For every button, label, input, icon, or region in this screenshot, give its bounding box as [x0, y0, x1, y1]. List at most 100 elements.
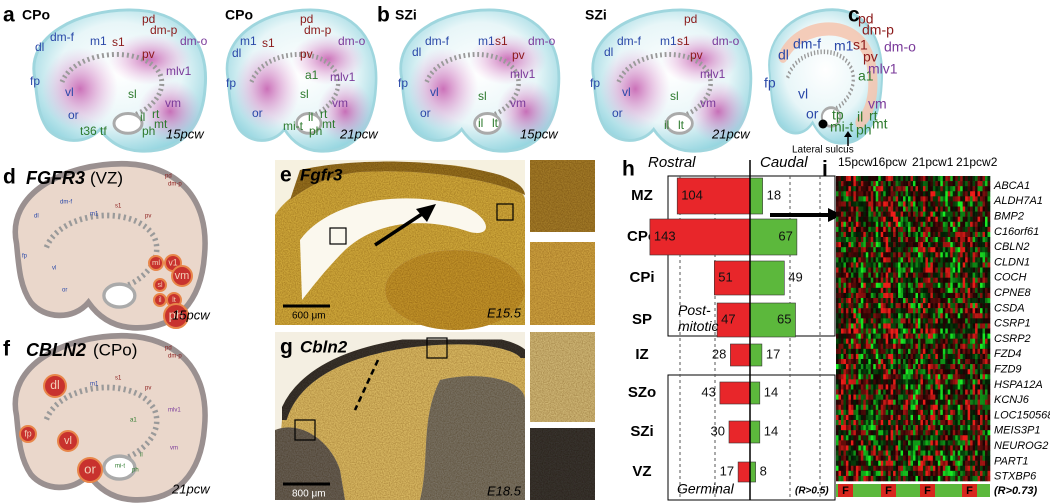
heatmap-cell: [973, 262, 976, 267]
heatmap-cell: [975, 430, 978, 435]
heatmap-cell: [841, 476, 844, 481]
heatmap-cell: [836, 252, 839, 257]
heatmap-cell: [978, 430, 981, 435]
heatmap-cell: [891, 374, 894, 379]
heatmap-cell: [948, 359, 951, 364]
heatmap-cell: [943, 461, 946, 466]
age-label: 15pcw: [172, 307, 211, 322]
heatmap-cell: [886, 207, 889, 212]
heatmap-cell: [906, 201, 909, 206]
heatmap-cell: [906, 369, 909, 374]
heatmap-cell: [920, 268, 923, 273]
heatmap-cell: [988, 415, 991, 420]
heatmap-cell: [948, 415, 951, 420]
heatmap-cell: [843, 176, 846, 181]
heatmap-cell: [891, 334, 894, 339]
heatmap-cell: [853, 212, 856, 217]
heatmap-cell: [945, 298, 948, 303]
heatmap-cell: [985, 451, 988, 456]
heatmap-cell: [891, 242, 894, 247]
heatmap-cell: [965, 384, 968, 389]
heatmap-cell: [925, 410, 928, 415]
heatmap-cell: [960, 288, 963, 293]
heatmap-cell: [911, 400, 914, 405]
heatmap-cell: [950, 242, 953, 247]
heatmap-cell: [975, 405, 978, 410]
heatmap-cell: [945, 349, 948, 354]
heatmap-cell: [920, 339, 923, 344]
heatmap-cell: [893, 476, 896, 481]
heatmap-cell: [893, 410, 896, 415]
heatmap-cell: [960, 471, 963, 476]
heatmap-cell: [913, 329, 916, 334]
heatmap-cell: [920, 400, 923, 405]
heatmap-cell: [841, 247, 844, 252]
heatmap-cell: [933, 410, 936, 415]
heatmap-cell: [878, 207, 881, 212]
heatmap-cell: [913, 196, 916, 201]
heatmap-cell: [970, 435, 973, 440]
heatmap-cell: [871, 369, 874, 374]
heatmap-cell: [925, 359, 928, 364]
heatmap-cell: [901, 344, 904, 349]
panel-letter: f: [3, 338, 11, 361]
heatmap-cell: [928, 247, 931, 252]
heatmap-cell: [963, 471, 966, 476]
heatmap-cell: [848, 217, 851, 222]
heatmap-cell: [893, 364, 896, 369]
heatmap-cell: [923, 425, 926, 430]
heatmap-cell: [950, 257, 953, 262]
heatmap-cell: [920, 252, 923, 257]
heatmap-cell: [846, 268, 849, 273]
heatmap-cell: [925, 242, 928, 247]
value-label: 14: [764, 423, 778, 438]
heatmap-cell: [843, 268, 846, 273]
heatmap-cell: [863, 445, 866, 450]
heatmap-cell: [985, 196, 988, 201]
heatmap-cell: [988, 201, 991, 206]
region-label: vl: [622, 85, 631, 99]
heatmap-cell: [960, 445, 963, 450]
heatmap-cell: [898, 425, 901, 430]
heatmap-cell: [985, 288, 988, 293]
heatmap-cell: [965, 354, 968, 359]
heatmap-cell: [958, 456, 961, 461]
heatmap-cell: [983, 461, 986, 466]
heatmap-cell: [975, 232, 978, 237]
heatmap-cell: [955, 237, 958, 242]
heatmap-cell: [853, 344, 856, 349]
heatmap-cell: [975, 415, 978, 420]
heatmap-cell: [891, 379, 894, 384]
heatmap-cell: [920, 227, 923, 232]
heatmap-cell: [901, 435, 904, 440]
heatmap-cell: [963, 354, 966, 359]
heatmap-cell: [888, 252, 891, 257]
heatmap-cell: [901, 329, 904, 334]
heatmap-cell: [851, 278, 854, 283]
heatmap-cell: [901, 395, 904, 400]
heatmap-cell: [985, 435, 988, 440]
heatmap-cell: [923, 364, 926, 369]
heatmap-cell: [853, 466, 856, 471]
heatmap-cell: [846, 379, 849, 384]
heatmap-cell: [973, 217, 976, 222]
heatmap-cell: [950, 273, 953, 278]
heatmap-cell: [836, 395, 839, 400]
heatmap-cell: [871, 278, 874, 283]
heatmap-cell: [888, 318, 891, 323]
heatmap-cell: [898, 354, 901, 359]
heatmap-cell: [851, 262, 854, 267]
heatmap-cell: [965, 191, 968, 196]
heatmap-cell: [978, 201, 981, 206]
heatmap-cell: [918, 201, 921, 206]
heatmap-cell: [871, 425, 874, 430]
heatmap-cell: [970, 415, 973, 420]
heatmap-cell: [978, 308, 981, 313]
heatmap-cell: [843, 354, 846, 359]
heatmap-cell: [846, 242, 849, 247]
heatmap-cell: [896, 379, 899, 384]
heatmap-cell: [841, 415, 844, 420]
heatmap-cell: [876, 339, 879, 344]
heatmap-cell: [960, 262, 963, 267]
heatmap-cell: [960, 196, 963, 201]
